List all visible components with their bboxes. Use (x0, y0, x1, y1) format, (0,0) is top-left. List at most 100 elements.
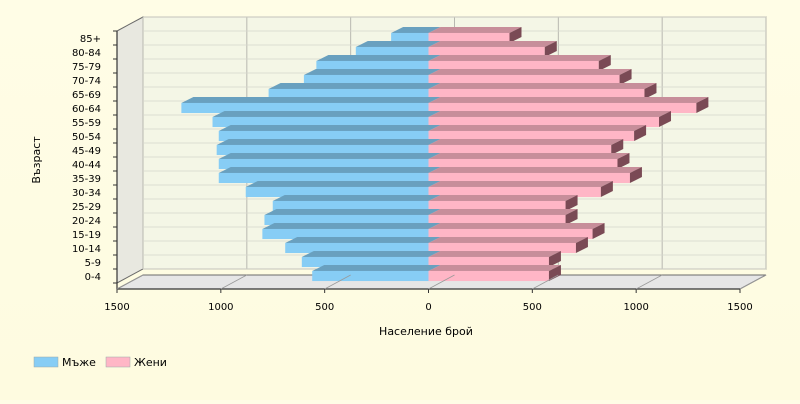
bar-front (181, 102, 429, 114)
bar-front (218, 158, 429, 170)
bar-top (181, 96, 441, 103)
bar-side (600, 180, 613, 198)
bar-top (428, 138, 624, 145)
bar-top (218, 152, 441, 159)
bar-front (268, 88, 429, 100)
bar-front (428, 270, 549, 282)
bar-male-70-74 (303, 68, 441, 86)
bar-top (272, 194, 441, 201)
bar-male-85+ (391, 26, 441, 44)
bar-front (428, 186, 601, 198)
bar-front (272, 200, 429, 212)
bar-female-50-54 (428, 124, 647, 142)
x-axis-label: Население брой (379, 325, 473, 338)
y-tick-label: 40-44 (72, 160, 101, 171)
bar-female-15-19 (428, 222, 605, 240)
bar-top (218, 166, 441, 173)
bar-front (245, 186, 429, 198)
bar-front (428, 60, 599, 72)
bar-female-60-64 (428, 96, 709, 114)
bar-side (629, 166, 642, 184)
bar-front (262, 228, 429, 240)
floor-grid-line (428, 274, 455, 290)
bar-male-75-79 (316, 54, 441, 72)
bar-side (696, 96, 709, 114)
y-tick-label: 55-59 (72, 118, 101, 129)
x-tick-label: 500 (315, 302, 334, 313)
bar-male-45-49 (216, 138, 441, 156)
bar-male-20-24 (264, 208, 441, 226)
bar-female-5-9 (428, 250, 561, 268)
floor-grid-line (116, 274, 144, 290)
bar-side (548, 264, 561, 282)
bar-top (303, 68, 441, 75)
floor-grid-line (220, 274, 248, 290)
y-tick-label: 70-74 (72, 76, 101, 87)
bar-top (428, 208, 578, 215)
x-tick-label: 0 (425, 302, 431, 313)
x-tick-label: 1500 (727, 302, 752, 313)
bar-front (218, 172, 429, 184)
bar-top (216, 138, 441, 145)
y-tick-label: 30-34 (72, 188, 101, 199)
bar-top (428, 68, 632, 75)
bar-female-85+ (428, 26, 522, 44)
bar-top (428, 124, 647, 131)
bar-top (428, 26, 522, 33)
chart-bars (181, 26, 709, 282)
bar-top (262, 222, 441, 229)
legend-swatch (33, 356, 59, 368)
bar-front (428, 214, 566, 226)
y-tick-label: 0-4 (85, 272, 101, 283)
bar-top (316, 54, 441, 61)
bar-top (428, 54, 611, 61)
bar-top (312, 264, 441, 271)
floor-grid-line (635, 274, 663, 290)
y-tick-label: 65-69 (72, 90, 101, 101)
bar-front (303, 74, 429, 86)
bar-top (355, 40, 441, 47)
bar-top (245, 180, 441, 187)
bar-side (592, 222, 605, 240)
bar-front (212, 116, 429, 128)
floor-grid-line (739, 274, 767, 290)
bar-front (285, 242, 429, 254)
bar-front (264, 214, 429, 226)
bar-front (428, 242, 576, 254)
bar-top (428, 222, 605, 229)
x-axis-ticks: 1500 1000 500 0 500 1000 1500 (104, 274, 767, 313)
y-tick-label: 75-79 (72, 62, 101, 73)
bar-top (218, 124, 441, 131)
y-tick-label: 60-64 (72, 104, 101, 115)
bar-side (548, 250, 561, 268)
bar-front (218, 130, 429, 142)
y-tick-label: 80-84 (72, 48, 101, 59)
bar-male-40-44 (218, 152, 441, 170)
bar-top (428, 96, 709, 103)
bar-front (355, 46, 429, 58)
y-tick-label: 20-24 (72, 216, 101, 227)
bar-male-5-9 (301, 250, 441, 268)
bar-front (428, 144, 612, 156)
bar-female-40-44 (428, 152, 630, 170)
legend-swatch (105, 356, 131, 368)
bar-female-80-84 (428, 40, 557, 58)
bar-front (428, 228, 593, 240)
bar-male-15-19 (262, 222, 441, 240)
bar-side (544, 40, 557, 58)
bar-side (565, 208, 578, 226)
y-tick-label: 45-49 (72, 146, 101, 157)
legend-label: Мъже (62, 356, 96, 369)
bar-front (428, 116, 660, 128)
bar-top (268, 82, 441, 89)
bar-female-20-24 (428, 208, 578, 226)
floor-grid-line (532, 274, 559, 290)
bar-side (565, 194, 578, 212)
bar-side (509, 26, 522, 44)
y-tick-label: 10-14 (72, 244, 101, 255)
bar-top (264, 208, 441, 215)
bar-male-10-14 (285, 236, 441, 254)
x-tick-label: 500 (523, 302, 542, 313)
bar-male-60-64 (181, 96, 441, 114)
